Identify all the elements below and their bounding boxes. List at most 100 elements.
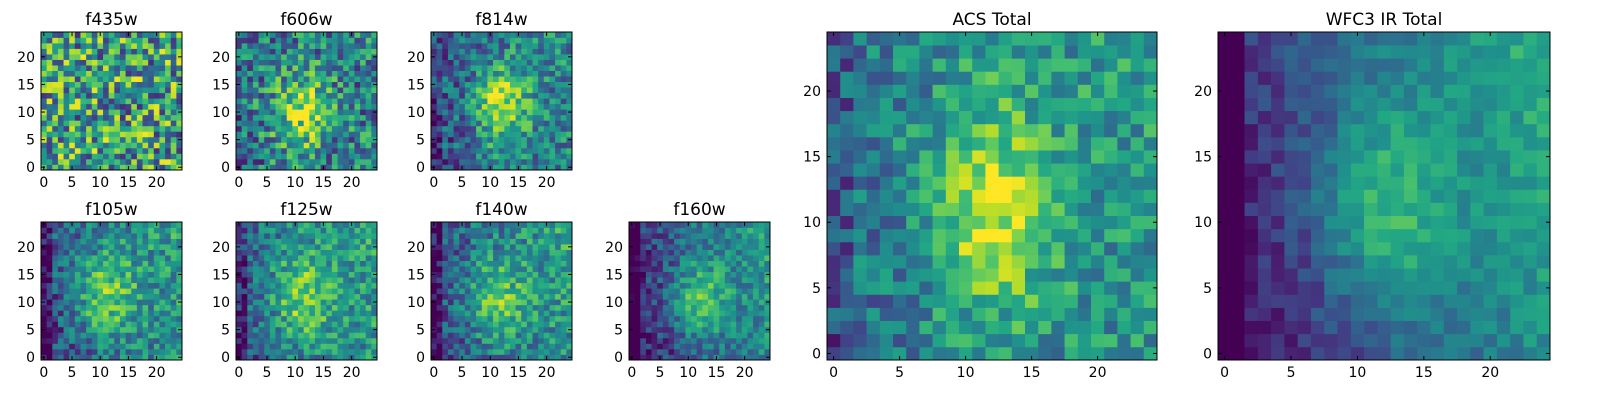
- heatmap-cell: [74, 227, 81, 234]
- heatmap-cell: [74, 76, 81, 83]
- heatmap-cell: [258, 81, 265, 88]
- heatmap-cell: [515, 304, 522, 311]
- heatmap-cell: [919, 189, 933, 203]
- heatmap-cell: [57, 70, 64, 77]
- heatmap-cell: [538, 277, 545, 284]
- heatmap-cell: [365, 326, 372, 333]
- heatmap-cell: [281, 266, 288, 273]
- heatmap-cell: [286, 59, 293, 66]
- heatmap-cell: [91, 164, 98, 171]
- heatmap-cell: [57, 288, 64, 295]
- heatmap-cell: [365, 337, 372, 344]
- heatmap-cell: [348, 244, 355, 250]
- heatmap-cell: [343, 136, 350, 143]
- heatmap-cell: [241, 348, 248, 355]
- heatmap-cell: [464, 153, 471, 160]
- heatmap-cell: [431, 249, 437, 256]
- heatmap-cell: [252, 266, 259, 273]
- heatmap-cell: [337, 48, 344, 55]
- heatmap-cell: [487, 147, 494, 154]
- heatmap-cell: [136, 288, 143, 295]
- heatmap-cell: [247, 326, 254, 333]
- heatmap-cell: [662, 288, 669, 295]
- heatmap-cell: [252, 337, 259, 344]
- heatmap-cell: [131, 238, 138, 245]
- heatmap-cell: [532, 131, 539, 138]
- heatmap-cell: [481, 158, 488, 165]
- heatmap-cell: [526, 158, 533, 165]
- heatmap-cell: [80, 103, 87, 110]
- heatmap-cell: [103, 304, 110, 311]
- heatmap-cell: [97, 109, 104, 116]
- heatmap-cell: [532, 233, 539, 239]
- heatmap-cell: [840, 241, 854, 256]
- heatmap-cell: [247, 81, 254, 88]
- heatmap-cell: [348, 103, 355, 110]
- heatmap-cell: [298, 98, 305, 105]
- heatmap-cell: [549, 249, 556, 256]
- heatmap-cell: [640, 238, 647, 245]
- heatmap-cell: [247, 299, 254, 306]
- heatmap-cell: [645, 310, 652, 317]
- heatmap-cell: [493, 293, 500, 300]
- heatmap-cell: [702, 255, 709, 261]
- heatmap-cell: [348, 304, 355, 311]
- heatmap-cell: [736, 233, 743, 239]
- heatmap-cell: [119, 114, 126, 121]
- heatmap-cell: [1130, 176, 1145, 190]
- heatmap-cell: [292, 70, 299, 77]
- heatmap-cell: [298, 37, 305, 44]
- heatmap-cell: [555, 98, 562, 105]
- heatmap-cell: [269, 120, 276, 127]
- heatmap-cell: [91, 125, 98, 132]
- heatmap-cell: [314, 288, 321, 295]
- heatmap-cell: [165, 315, 172, 322]
- heatmap-cell: [464, 43, 471, 49]
- heatmap-cell: [668, 315, 675, 322]
- heatmap-cell: [464, 255, 471, 261]
- heatmap-cell: [470, 153, 477, 160]
- y-tick-label: 20: [407, 240, 425, 256]
- heatmap-cell: [453, 37, 460, 44]
- heatmap-cell: [442, 304, 449, 311]
- heatmap-cell: [309, 238, 316, 245]
- heatmap-cell: [103, 65, 110, 71]
- heatmap-cell: [80, 337, 87, 344]
- heatmap-cell: [159, 158, 166, 165]
- heatmap-cell: [125, 293, 132, 300]
- heatmap-cell: [866, 294, 881, 308]
- heatmap-cell: [337, 131, 344, 138]
- heatmap-cell: [538, 227, 545, 234]
- heatmap-cell: [662, 249, 669, 256]
- heatmap-cell: [747, 266, 754, 273]
- heatmap-cell: [442, 158, 449, 165]
- heatmap-cell: [91, 76, 98, 83]
- heatmap-cell: [566, 277, 573, 284]
- heatmap-cell: [343, 103, 350, 110]
- heatmap-cell: [493, 277, 500, 284]
- heatmap-cell: [504, 304, 511, 311]
- heatmap-cell: [498, 37, 505, 44]
- heatmap-cell: [679, 233, 686, 239]
- heatmap-cell: [286, 244, 293, 250]
- heatmap-cell: [148, 103, 155, 110]
- heatmap-cell: [679, 343, 686, 350]
- heatmap-cell: [331, 321, 338, 328]
- heatmap-cell: [46, 238, 53, 245]
- heatmap-cell: [136, 136, 143, 143]
- heatmap-cell: [549, 81, 556, 88]
- heatmap-cell: [63, 315, 70, 322]
- heatmap-cell: [74, 164, 81, 171]
- heatmap-cell: [476, 249, 483, 256]
- heatmap-cell: [314, 76, 321, 83]
- heatmap-cell: [337, 354, 344, 361]
- heatmap-cell: [80, 315, 87, 322]
- heatmap-cell: [74, 109, 81, 116]
- heatmap-cell: [281, 103, 288, 110]
- heatmap-cell: [906, 241, 920, 256]
- heatmap-cell: [320, 277, 327, 284]
- heatmap-cell: [176, 87, 183, 94]
- heatmap-cell: [959, 307, 973, 321]
- heatmap-cell: [515, 233, 522, 239]
